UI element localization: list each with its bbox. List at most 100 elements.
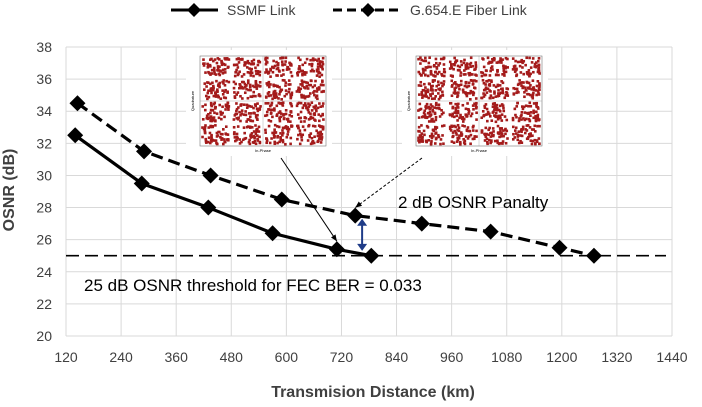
constellation-point [299, 58, 302, 62]
constellation-point [311, 68, 314, 72]
constellation-point [210, 72, 214, 75]
constellation-point [426, 90, 430, 94]
constellation-point [276, 141, 279, 145]
constellation-point [300, 93, 303, 97]
constellation-point [497, 142, 501, 146]
constellation-point [529, 104, 533, 108]
constellation-point [424, 86, 427, 89]
constellation-point [209, 101, 213, 105]
inset-y-label: Quadrature [406, 90, 411, 111]
constellation-point [538, 82, 541, 85]
constellation-point [218, 103, 222, 107]
constellation-point [267, 119, 271, 122]
constellation-point [299, 83, 302, 86]
constellation-point [321, 56, 325, 60]
constellation-point [206, 140, 210, 144]
constellation-point [451, 75, 454, 78]
constellation-point [266, 102, 270, 105]
series-0-marker [133, 175, 150, 192]
constellation-point [289, 102, 293, 106]
constellation-point [243, 64, 246, 67]
constellation-point [488, 74, 492, 77]
constellation-point [463, 58, 466, 62]
constellation-point [207, 112, 210, 116]
constellation-point [527, 112, 530, 115]
constellation-point [316, 140, 320, 144]
x-tick-label: 480 [220, 349, 244, 365]
constellation-point [498, 92, 501, 95]
constellation-point [514, 132, 518, 135]
constellation-point [315, 90, 319, 93]
constellation-point [303, 128, 307, 132]
constellation-point [451, 135, 454, 139]
constellation-point [514, 126, 518, 130]
constellation-point [273, 131, 277, 134]
constellation-point [537, 87, 541, 90]
constellation-point [437, 133, 440, 137]
constellation-point [271, 115, 274, 119]
constellation-point [255, 72, 258, 76]
constellation-point [236, 66, 240, 69]
x-tick-label: 600 [275, 349, 299, 365]
constellation-point [215, 131, 219, 135]
constellation-point [538, 83, 541, 87]
constellation-point [459, 131, 463, 134]
constellation-point [424, 56, 427, 60]
constellation-point [254, 114, 258, 117]
constellation-point [250, 132, 254, 135]
constellation-point [309, 83, 313, 87]
constellation-point [319, 105, 323, 109]
constellation-point [458, 134, 461, 137]
constellation-point [513, 87, 517, 91]
constellation-point [297, 101, 301, 105]
constellation-point [490, 60, 494, 64]
constellation-point [439, 138, 443, 141]
constellation-point [240, 75, 244, 78]
constellation-point [420, 91, 424, 94]
constellation-point [317, 113, 321, 116]
constellation-point [464, 92, 468, 96]
constellation-point [489, 135, 493, 138]
constellation-point [206, 63, 210, 67]
constellation-point [227, 58, 231, 61]
constellation-point [277, 111, 281, 114]
constellation-point [248, 67, 251, 70]
constellation-point [317, 71, 320, 75]
constellation-point [224, 96, 228, 100]
constellation-point [283, 63, 287, 66]
constellation-point [224, 58, 227, 61]
constellation-point [494, 111, 498, 115]
constellation-point [460, 63, 464, 67]
constellation-point [273, 123, 277, 127]
constellation-point [255, 87, 259, 90]
constellation-point [473, 79, 476, 82]
constellation-point [252, 111, 256, 115]
constellation-point [209, 103, 213, 107]
constellation-point [278, 85, 281, 89]
constellation-point [467, 135, 471, 138]
constellation-point [249, 112, 253, 115]
constellation-point [438, 115, 442, 118]
y-axis-label: OSNR (dB) [1, 149, 18, 232]
constellation-point [486, 119, 489, 123]
constellation-point [203, 82, 207, 85]
constellation-point [525, 124, 529, 127]
constellation-point [259, 105, 262, 108]
constellation-point [512, 65, 516, 68]
constellation-point [462, 141, 466, 144]
constellation-point [531, 93, 535, 97]
constellation-point [289, 142, 292, 146]
constellation-point [513, 70, 517, 73]
constellation-point [514, 113, 517, 117]
constellation-point [216, 57, 220, 60]
constellation-point [430, 97, 434, 100]
constellation-point [316, 134, 320, 138]
constellation-point [252, 94, 255, 98]
constellation-point [462, 73, 466, 76]
constellation-point [213, 58, 217, 61]
constellation-point [467, 112, 470, 115]
constellation-point [285, 92, 288, 96]
constellation-point [236, 117, 240, 121]
constellation-point [505, 118, 509, 122]
constellation-point [473, 102, 476, 106]
